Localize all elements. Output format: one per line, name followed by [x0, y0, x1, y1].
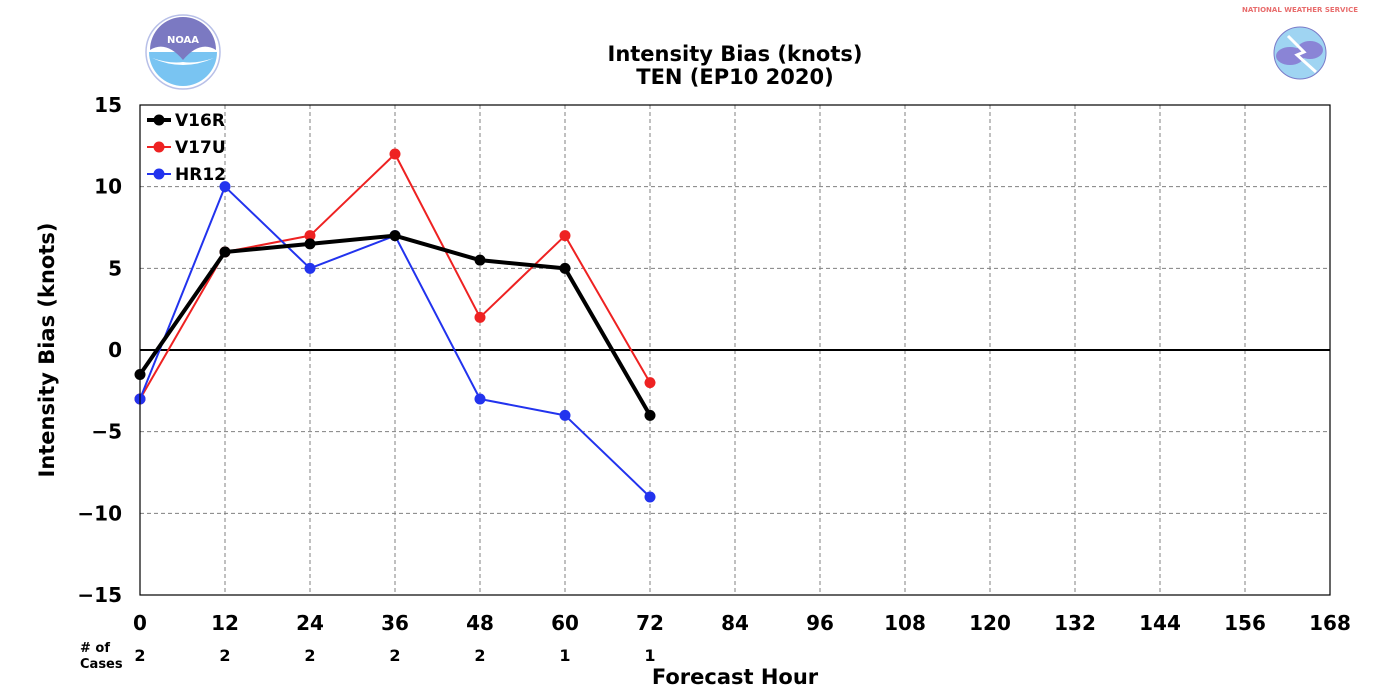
legend: V16R V17U HR12	[147, 111, 226, 185]
data-point	[389, 148, 401, 160]
series-v16r	[134, 230, 656, 421]
y-tick-label: −10	[77, 501, 122, 525]
data-point	[304, 230, 316, 242]
y-tick-label: −5	[91, 420, 122, 444]
y-tick-label: −15	[77, 583, 122, 607]
data-point	[474, 254, 486, 266]
chart-subtitle: TEN (EP10 2020)	[636, 65, 833, 89]
x-axis-label: Forecast Hour	[652, 665, 819, 689]
y-tick-label: 15	[94, 93, 122, 117]
y-tick-label: 10	[94, 175, 122, 199]
data-point	[644, 491, 656, 503]
x-tick-label: 144	[1139, 611, 1181, 635]
data-point	[474, 311, 486, 323]
case-count: 2	[474, 646, 485, 665]
nws-logo-text: NATIONAL WEATHER SERVICE	[1242, 6, 1358, 14]
y-axis-label: Intensity Bias (knots)	[35, 223, 59, 478]
x-tick-label: 36	[381, 611, 409, 635]
data-point	[559, 409, 571, 421]
data-point	[644, 377, 656, 389]
case-count: 2	[219, 646, 230, 665]
plot-frame	[139, 104, 1331, 596]
legend-item: V17U	[147, 138, 226, 158]
legend-item: HR12	[147, 165, 226, 185]
data-point	[474, 393, 486, 405]
legend-item: V16R	[147, 111, 225, 131]
y-tick-label: 0	[108, 338, 122, 362]
x-tick-label: 12	[211, 611, 239, 635]
x-tick-label: 24	[296, 611, 324, 635]
case-count: 1	[644, 646, 655, 665]
data-point	[559, 262, 571, 274]
data-point	[219, 181, 231, 193]
y-tick-label: 5	[108, 256, 122, 280]
cases-label-line1: # of	[80, 641, 110, 656]
x-tick-label: 60	[551, 611, 579, 635]
data-point	[304, 238, 316, 250]
chart-title: Intensity Bias (knots)	[608, 42, 863, 66]
case-count: 2	[304, 646, 315, 665]
case-count: 2	[134, 646, 145, 665]
legend-label: V16R	[175, 111, 225, 131]
legend-swatch-marker	[153, 168, 165, 180]
legend-label: V17U	[175, 138, 226, 158]
cases-label-line2: Cases	[80, 657, 123, 672]
legend-label: HR12	[175, 165, 226, 185]
data-point	[559, 230, 571, 242]
x-tick-label: 0	[133, 611, 147, 635]
nws-logo-icon: NATIONAL WEATHER SERVICE	[1242, 6, 1358, 90]
x-tick-labels: 0 12 24 36 48 60 72 84 96 108 120 132 144 156 168	[133, 611, 1351, 635]
series-layer	[134, 148, 656, 503]
x-tick-label: 132	[1054, 611, 1096, 635]
data-point	[304, 262, 316, 274]
legend-swatch-marker	[153, 114, 165, 126]
noaa-logo-icon: NOAA	[145, 14, 221, 90]
x-tick-label: 168	[1309, 611, 1351, 635]
x-tick-label: 48	[466, 611, 494, 635]
y-tick-labels: 15 10 5 0 −5 −10 −15	[77, 93, 122, 607]
x-tick-label: 72	[636, 611, 664, 635]
case-count: 2	[389, 646, 400, 665]
data-point	[644, 409, 656, 421]
data-point	[389, 230, 401, 242]
x-tick-label: 120	[969, 611, 1011, 635]
legend-swatch-marker	[153, 141, 165, 153]
case-count: 1	[559, 646, 570, 665]
x-tick-label: 156	[1224, 611, 1266, 635]
x-tick-label: 108	[884, 611, 926, 635]
noaa-logo-text: NOAA	[167, 35, 199, 46]
x-tick-label: 96	[806, 611, 834, 635]
x-tick-label: 84	[721, 611, 749, 635]
series-hr12	[134, 181, 656, 503]
data-point	[219, 246, 231, 258]
